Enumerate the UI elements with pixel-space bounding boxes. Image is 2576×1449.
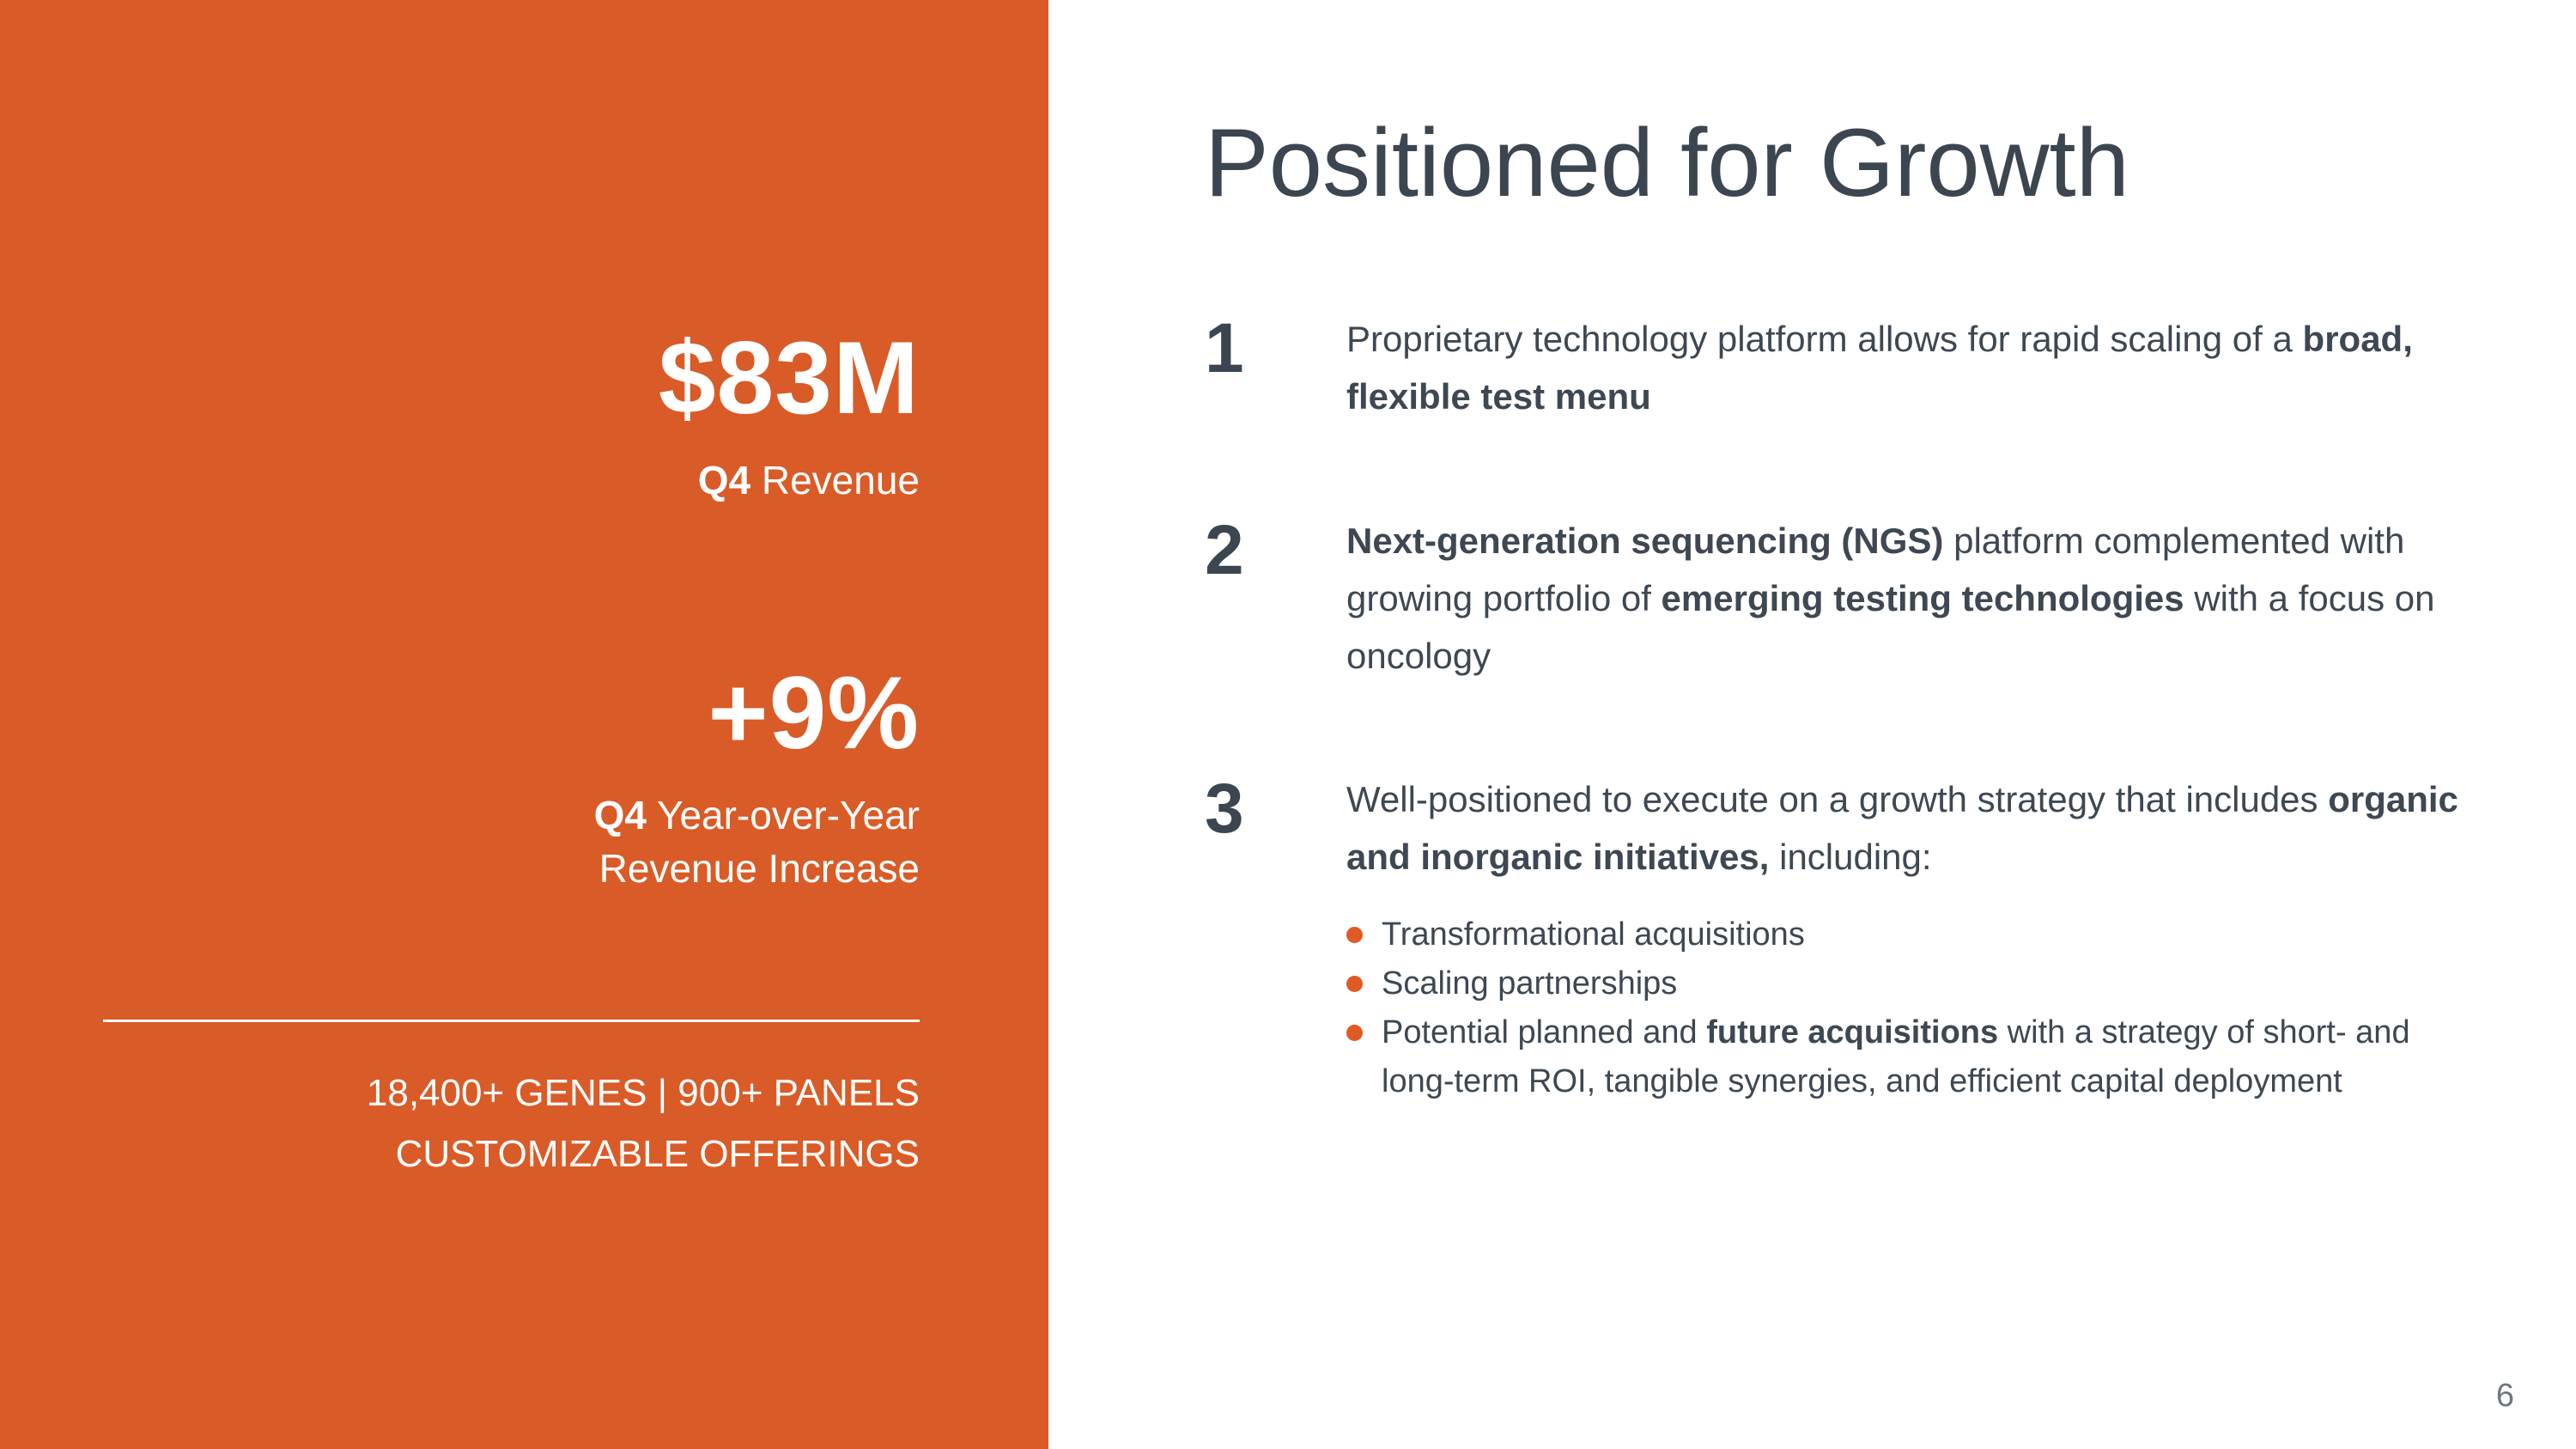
bullet-text-2: Scaling partnerships [1382, 965, 1678, 1002]
footer-genes-panels: 18,400+ GENES | 900+ PANELS [366, 1072, 920, 1115]
bullet-dot-icon [1346, 975, 1363, 992]
page-title: Positioned for Growth [1205, 109, 2129, 216]
item-text-2: Next-generation sequencing (NGS) platfor… [1346, 520, 2435, 676]
list-item-3: 3 Well-positioned to execute on a growth… [1205, 770, 2576, 886]
stat-yoy-increase-label: Q4 Year-over-Year Revenue Increase [593, 793, 920, 892]
list-item-2: 2 Next-generation sequencing (NGS) platf… [1205, 512, 2576, 685]
main-content: Positioned for Growth 1 Proprietary tech… [1048, 0, 2576, 1449]
sub-bullet-list: Transformational acquisitions Scaling pa… [1346, 910, 2576, 1106]
bullet-item-1: Transformational acquisitions [1346, 910, 2576, 959]
footer-customizable: CUSTOMIZABLE OFFERINGS [395, 1132, 920, 1175]
page-number: 6 [2495, 1378, 2514, 1414]
stat-yoy-increase-value: +9% [708, 655, 920, 771]
stat-q4-revenue-label: Q4 Revenue [697, 458, 920, 502]
numbered-list: 1 Proprietary technology platform allows… [1205, 310, 2576, 1105]
bullet-dot-icon [1346, 1024, 1363, 1041]
item-number-3: 3 [1205, 770, 1244, 849]
list-item-1: 1 Proprietary technology platform allows… [1205, 310, 2576, 425]
panel-footer-stats: 18,400+ GENES | 900+ PANELS CUSTOMIZABLE… [103, 1063, 920, 1184]
item-text-3: Well-positioned to execute on a growth s… [1346, 779, 2458, 878]
stats-panel: $83M Q4 Revenue +9% Q4 Year-over-Year Rev… [0, 0, 1048, 1449]
stat-q4-revenue: $83M Q4 Revenue [103, 326, 920, 507]
stat-q4-revenue-value: $83M [658, 320, 920, 435]
stat-yoy-increase: +9% Q4 Year-over-Year Revenue Increase [103, 661, 920, 895]
bullet-dot-icon [1346, 926, 1363, 943]
bullet-text-3: Potential planned and future acquisition… [1382, 1014, 2410, 1099]
item-text-1: Proprietary technology platform allows f… [1346, 319, 2413, 417]
item-number-1: 1 [1205, 309, 1244, 388]
divider-line [103, 1020, 920, 1023]
bullet-item-3: Potential planned and future acquisition… [1346, 1008, 2576, 1106]
bullet-item-2: Scaling partnerships [1346, 959, 2576, 1008]
bullet-text-1: Transformational acquisitions [1382, 916, 1805, 953]
item-number-2: 2 [1205, 510, 1244, 589]
